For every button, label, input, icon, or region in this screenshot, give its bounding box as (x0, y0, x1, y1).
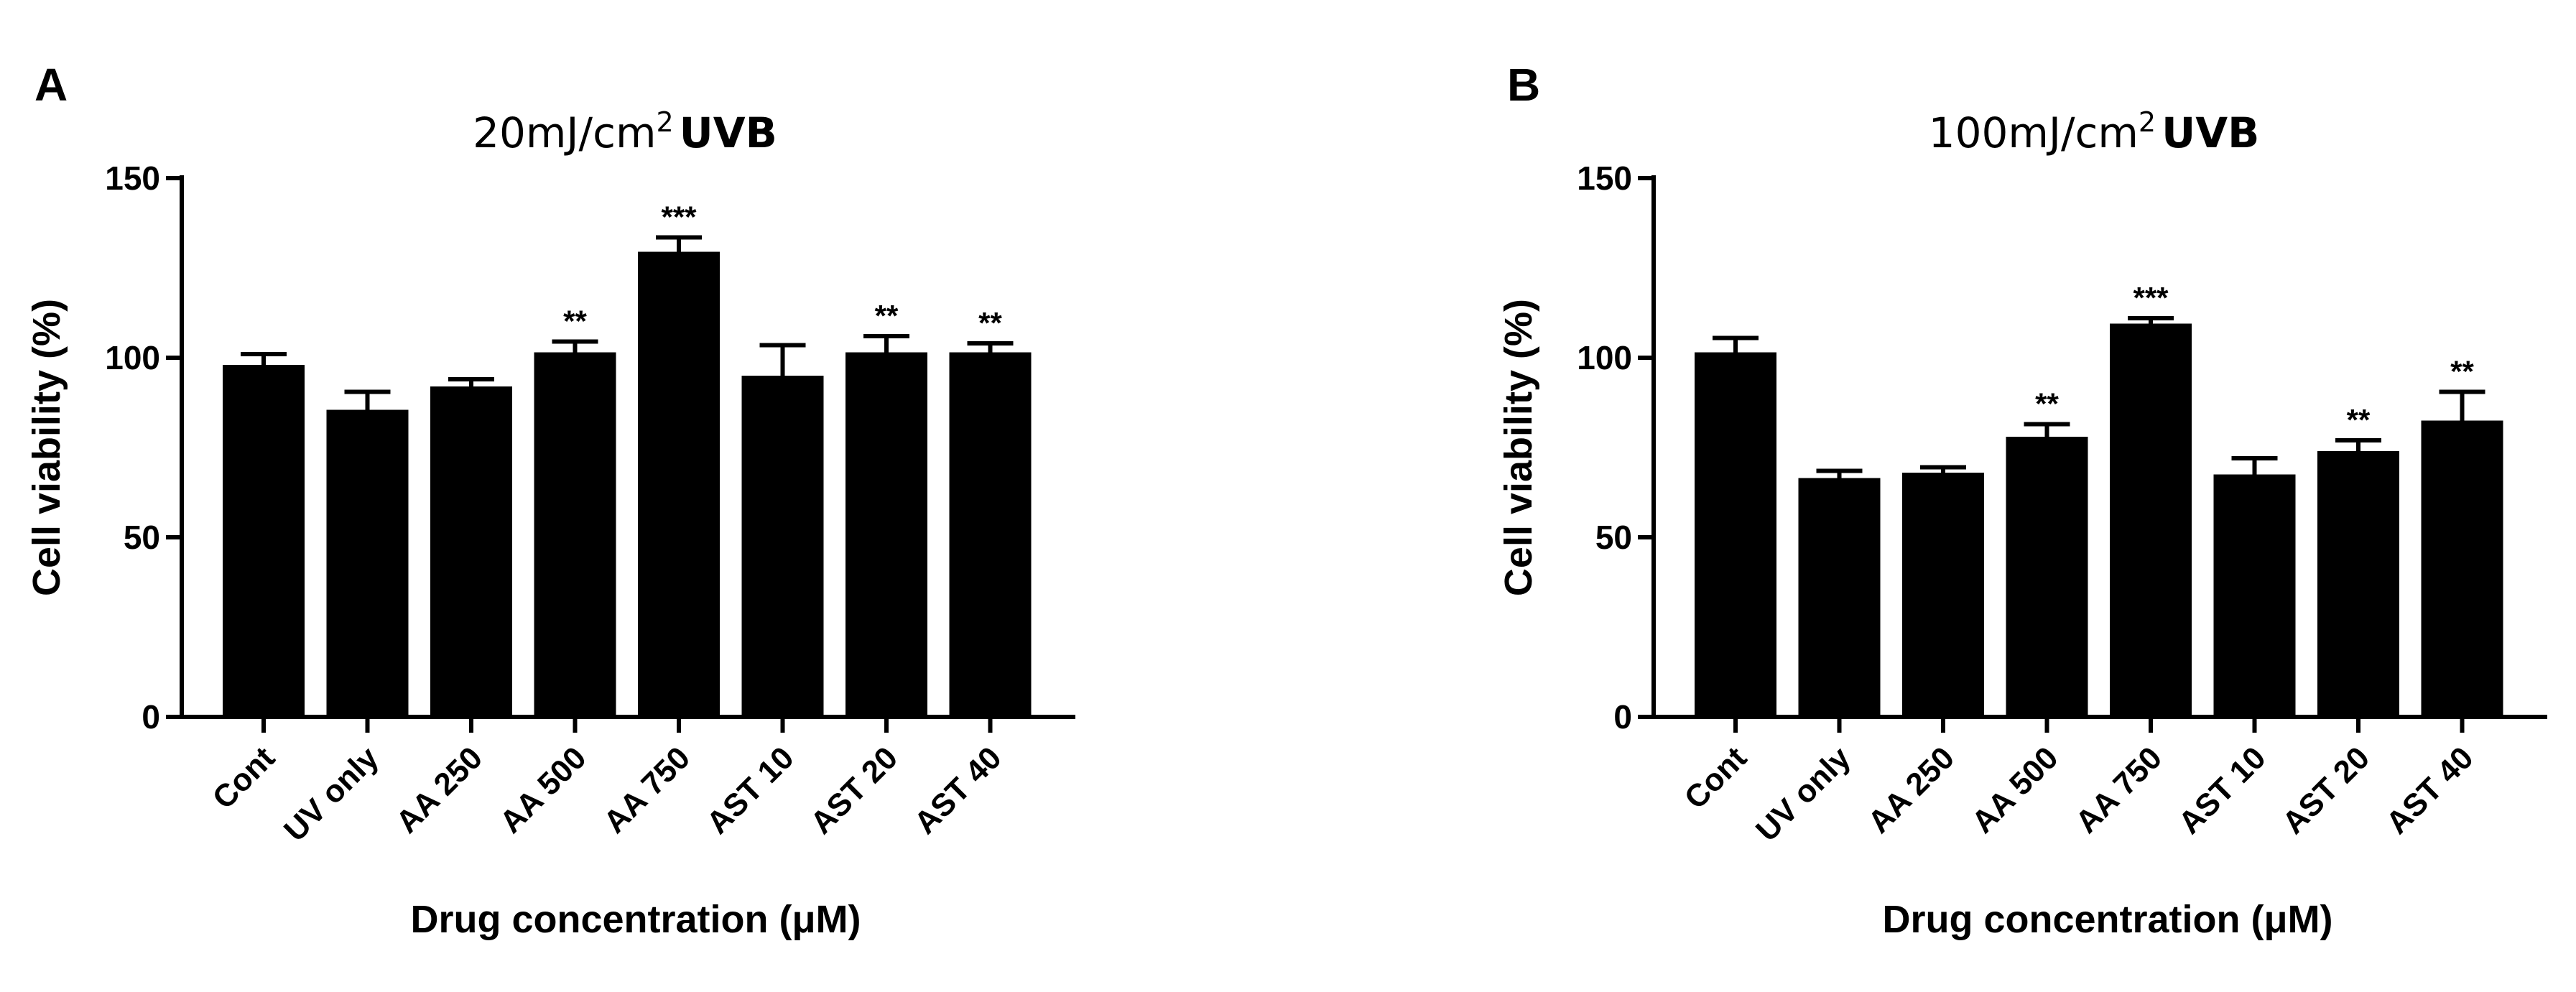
significance-label: ** (2450, 355, 2474, 389)
x-axis-label: Drug concentration (μM) (410, 898, 861, 941)
significance-label: ** (978, 306, 1002, 340)
chart-title-superscript: 2 (656, 106, 673, 138)
bar (1798, 478, 1881, 717)
chart-title-text: 20mJ/cm (473, 108, 656, 157)
y-tick-label: 50 (124, 519, 160, 556)
x-tick-label: AST 10 (2172, 740, 2272, 840)
chart-title: 20mJ/cm2 UVB (473, 106, 777, 157)
chart-title-unit: UVB (2162, 108, 2259, 157)
bar (2110, 323, 2192, 717)
significance-label: *** (661, 200, 697, 234)
bars: ********* (1695, 281, 2503, 717)
x-axis-label: Drug concentration (μM) (1882, 898, 2332, 941)
bar (1902, 473, 1984, 717)
bar (223, 365, 305, 717)
x-tick-label: Cont (1678, 740, 1754, 816)
bar (326, 409, 409, 717)
bar (949, 352, 1032, 717)
panel-letter: B (1507, 59, 1540, 111)
x-tick-label: AA 500 (494, 740, 593, 840)
bar (638, 251, 720, 717)
bar (430, 386, 512, 717)
bar (534, 352, 616, 717)
significance-label: *** (2133, 281, 2169, 315)
y-tick-label: 150 (105, 159, 160, 197)
bar (2421, 420, 2503, 717)
chart-title-text: 100mJ/cm (1929, 108, 2139, 157)
significance-label: ** (2347, 403, 2371, 437)
y-tick-label: 0 (1613, 698, 1632, 736)
x-tick-label: Cont (206, 740, 282, 816)
y-axis-label: Cell viability (%) (25, 299, 68, 596)
x-tick-label: AST 20 (804, 740, 904, 840)
chart-title-superscript: 2 (2139, 106, 2156, 138)
panel-letter: A (34, 59, 68, 111)
bars: ********* (223, 200, 1032, 717)
y-tick-label: 150 (1577, 159, 1632, 197)
x-tick-label: AST 10 (700, 740, 800, 840)
x-tick-label: UV only (1749, 740, 1858, 848)
significance-label: ** (875, 299, 899, 333)
chart-title-unit: UVB (680, 108, 777, 157)
x-tick-label: AA 750 (597, 740, 697, 840)
bar (2006, 437, 2088, 717)
bar (2317, 451, 2399, 717)
bar (1695, 352, 1776, 717)
x-tick-label: AST 40 (907, 740, 1008, 840)
x-tick-label: AA 750 (2069, 740, 2169, 840)
panel-b: B 100mJ/cm2 UVB 0 50 100 150 Cell viability (%)… (1497, 59, 2547, 941)
x-tick-label: AST 40 (2379, 740, 2480, 840)
significance-label: ** (563, 305, 587, 338)
chart-title: 100mJ/cm2 UVB (1929, 106, 2260, 157)
y-tick-label: 100 (1577, 339, 1632, 376)
x-tick-label: AA 250 (389, 740, 489, 840)
significance-label: ** (2035, 387, 2059, 421)
bar (845, 352, 927, 717)
x-tick-label: UV only (277, 740, 386, 848)
x-tick-label: AST 20 (2276, 740, 2376, 840)
y-tick-label: 50 (1595, 519, 1632, 556)
y-tick-label: 0 (142, 698, 160, 736)
panel-a: A 20mJ/cm2 UVB 0 50 100 150 Cell viability (%) *… (25, 59, 1075, 941)
y-axis-label: Cell viability (%) (1497, 299, 1540, 596)
bar (2213, 474, 2296, 717)
bar (741, 376, 824, 717)
x-tick-label: AA 500 (1965, 740, 2065, 840)
x-tick-label: AA 250 (1861, 740, 1961, 840)
y-tick-label: 100 (105, 339, 160, 376)
